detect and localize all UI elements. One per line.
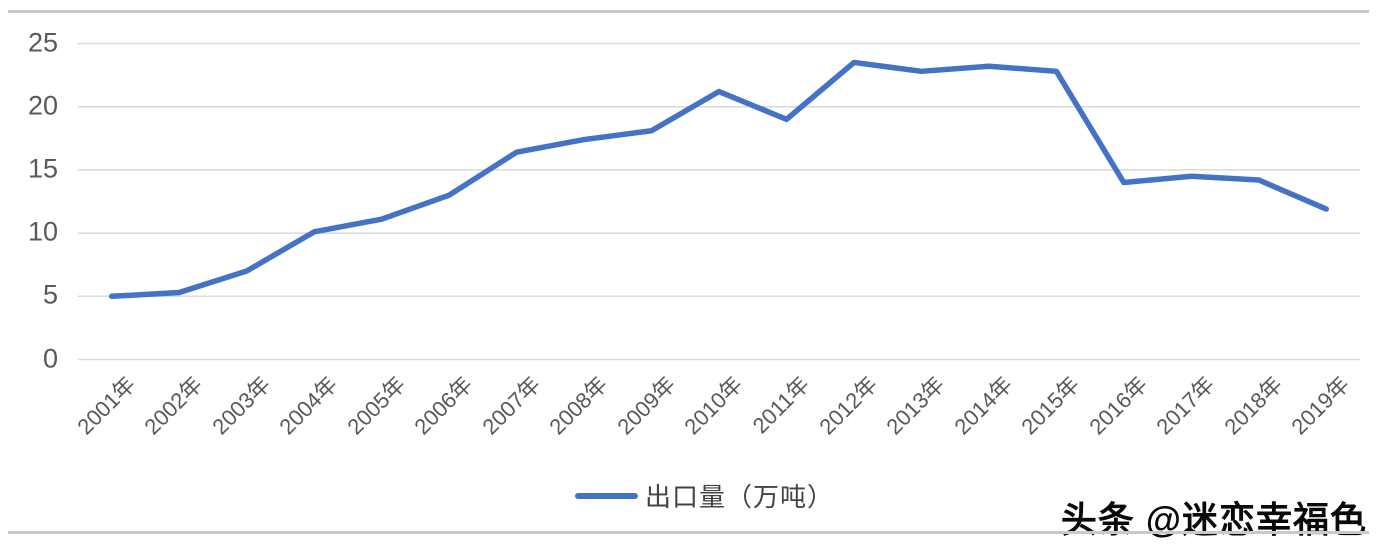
series-line <box>108 59 1330 300</box>
legend-line-swatch <box>575 492 638 499</box>
y-tick-label: 25 <box>27 26 58 57</box>
series-group <box>108 59 1330 300</box>
legend-label: 出口量（万吨） <box>645 482 835 512</box>
top-divider <box>8 10 1369 13</box>
watermark: 头条 @迷恋幸福色 <box>1060 499 1367 540</box>
y-tick-label: 0 <box>42 342 58 373</box>
y-tick-label: 5 <box>42 279 58 310</box>
gridlines-group <box>78 42 1360 361</box>
y-tick-label: 15 <box>27 153 58 184</box>
bottom-divider <box>8 531 1369 534</box>
y-tick-label: 10 <box>27 216 58 247</box>
y-tick-label: 20 <box>27 90 58 121</box>
legend: 出口量（万吨） <box>575 477 834 514</box>
